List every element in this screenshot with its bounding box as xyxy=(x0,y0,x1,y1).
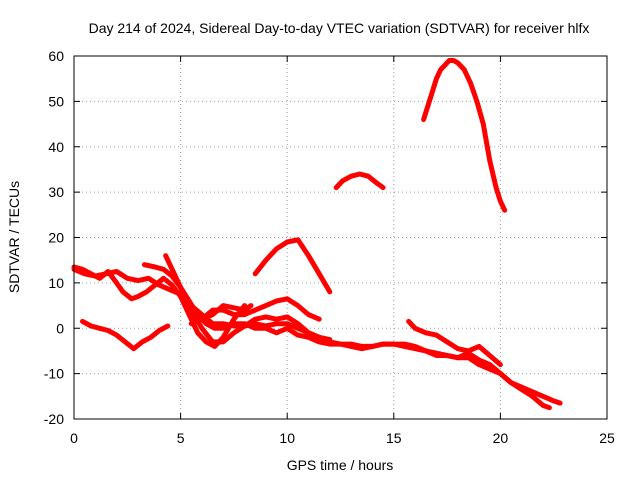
x-tick-label: 5 xyxy=(177,430,185,446)
x-tick-label: 15 xyxy=(386,430,402,446)
y-tick-label: -10 xyxy=(44,366,64,382)
chart-title: Day 214 of 2024, Sidereal Day-to-day VTE… xyxy=(89,20,590,36)
series-line-s6 xyxy=(199,303,254,322)
y-tick-label: 0 xyxy=(56,320,64,336)
x-axis-label: GPS time / hours xyxy=(287,457,394,473)
series-line-s2 xyxy=(71,264,248,349)
y-axis-label: SDTVAR / TECUs xyxy=(6,181,22,293)
y-tick-label: 20 xyxy=(48,230,64,246)
y-tick-label: -20 xyxy=(44,411,64,427)
series-line-s7 xyxy=(252,237,333,295)
series-line-s9 xyxy=(333,171,386,191)
y-tick-label: 60 xyxy=(48,48,64,64)
tick-layer: 0 5 10 15 20 25 -20 -10 0 10 20 30 40 50 60 xyxy=(44,48,615,446)
x-tick-label: 10 xyxy=(279,430,295,446)
y-tick-label: 30 xyxy=(48,184,64,200)
series-line-s1 xyxy=(71,266,333,343)
series-line-s8 xyxy=(80,318,171,352)
grid-layer xyxy=(74,56,607,419)
y-tick-label: 10 xyxy=(48,275,64,291)
series-line-s4 xyxy=(163,253,552,411)
x-tick-label: 0 xyxy=(70,430,78,446)
series-line-s10 xyxy=(421,58,508,213)
y-tick-label: 50 xyxy=(48,93,64,109)
plot-frame xyxy=(73,55,608,420)
y-tick-label: 40 xyxy=(48,139,64,155)
x-tick-label: 25 xyxy=(599,430,615,446)
series-line-s5 xyxy=(188,296,322,327)
x-tick-label: 20 xyxy=(493,430,509,446)
series-line-s11 xyxy=(406,318,503,368)
series-layer xyxy=(71,58,563,411)
